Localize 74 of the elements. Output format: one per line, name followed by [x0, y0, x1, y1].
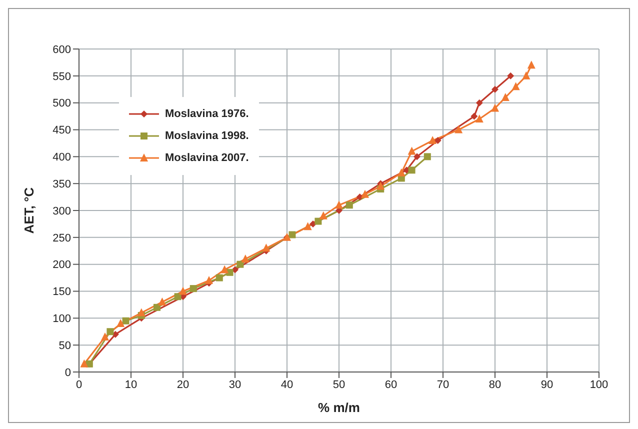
- point: [137, 308, 146, 316]
- point: [361, 190, 369, 198]
- point: [414, 153, 420, 160]
- point: [314, 218, 322, 225]
- point: [434, 137, 442, 144]
- point: [226, 268, 234, 276]
- point: [220, 265, 229, 274]
- point: [522, 71, 530, 80]
- point: [216, 274, 223, 282]
- point: [424, 153, 431, 160]
- point: [376, 182, 385, 190]
- point: [408, 166, 416, 174]
- legend-label: Moslavina 1976.: [165, 108, 249, 120]
- point: [190, 285, 197, 292]
- point: [179, 286, 187, 295]
- point: [241, 254, 250, 262]
- point: [491, 104, 499, 112]
- x-tick-label: 100: [590, 378, 608, 391]
- legend-label: Moslavina 2007.: [165, 152, 249, 164]
- y-tick-label: 500: [52, 98, 71, 110]
- y-axis-title: AET, °C: [22, 186, 37, 234]
- x-tick-label: 50: [332, 378, 346, 391]
- point: [174, 293, 182, 300]
- point: [122, 317, 130, 324]
- point: [346, 202, 353, 209]
- point: [475, 114, 484, 122]
- point: [205, 276, 213, 284]
- point: [116, 319, 125, 328]
- point: [236, 260, 244, 268]
- point: [397, 168, 406, 176]
- point: [112, 330, 119, 338]
- y-tick-label: 350: [52, 178, 71, 190]
- point: [154, 304, 160, 311]
- y-tick-label: 550: [52, 70, 71, 83]
- point: [476, 99, 483, 106]
- x-tick-label: 90: [540, 378, 554, 391]
- point: [158, 298, 166, 306]
- x-tick-label: 10: [124, 378, 138, 391]
- x-tick-label: 20: [176, 378, 190, 391]
- x-tick-label: 30: [228, 378, 242, 391]
- x-tick-label: 40: [280, 378, 294, 391]
- point: [335, 200, 343, 209]
- y-tick-label: 150: [52, 286, 71, 298]
- x-tick-label: 0: [76, 378, 82, 391]
- point: [408, 146, 416, 155]
- x-tick-label: 60: [384, 378, 398, 391]
- y-tick-label: 300: [52, 205, 71, 218]
- y-tick-label: 200: [52, 259, 71, 272]
- x-tick-label: 80: [488, 378, 502, 391]
- point: [512, 82, 520, 90]
- point: [454, 125, 463, 134]
- y-tick-label: 0: [64, 366, 71, 379]
- y-tick-label: 100: [52, 313, 71, 326]
- y-tick-label: 50: [58, 340, 71, 352]
- point: [288, 231, 296, 238]
- point: [319, 211, 328, 220]
- point: [304, 222, 312, 230]
- point: [501, 92, 510, 101]
- legend-label: Moslavina 1998.: [165, 130, 249, 142]
- point: [527, 60, 536, 69]
- point: [106, 328, 114, 336]
- x-tick-label: 70: [436, 378, 450, 391]
- y-tick-label: 450: [52, 124, 71, 137]
- y-tick-label: 250: [52, 232, 71, 244]
- point: [492, 86, 498, 93]
- point: [470, 112, 478, 120]
- point: [428, 136, 437, 144]
- y-tick-label: 600: [52, 44, 71, 56]
- point: [507, 72, 514, 80]
- y-tick-label: 400: [52, 152, 71, 164]
- point: [101, 332, 109, 341]
- point: [262, 244, 270, 252]
- point: [80, 359, 88, 368]
- x-axis-title: % m/m: [318, 400, 360, 415]
